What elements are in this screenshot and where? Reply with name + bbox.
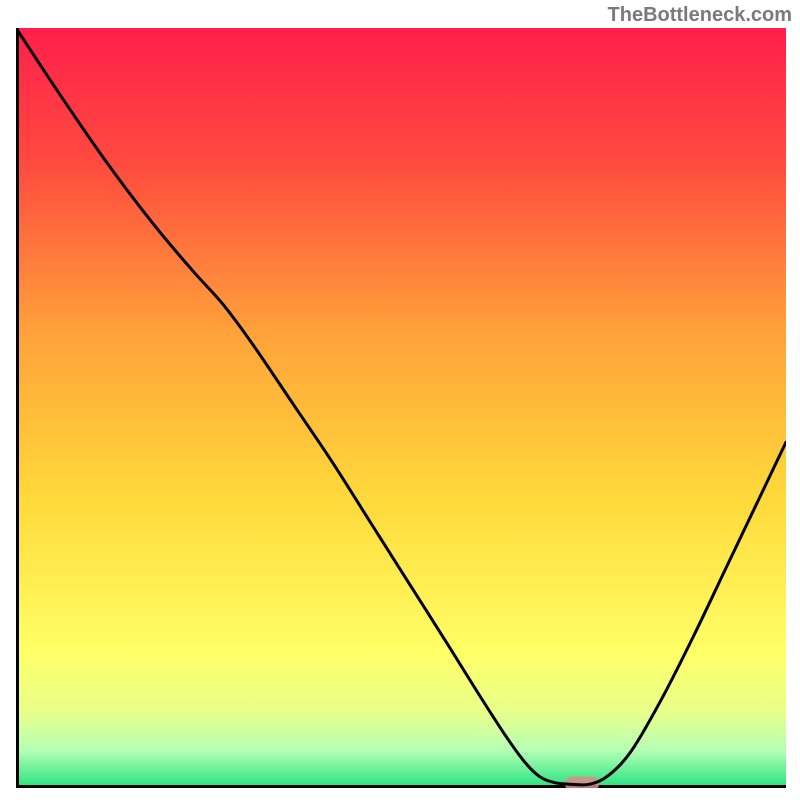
- chart-container: TheBottleneck.com: [0, 0, 800, 800]
- plot-area: [16, 28, 786, 788]
- plot-svg: [16, 28, 786, 788]
- gradient-background: [16, 28, 786, 788]
- watermark-label: TheBottleneck.com: [608, 4, 792, 27]
